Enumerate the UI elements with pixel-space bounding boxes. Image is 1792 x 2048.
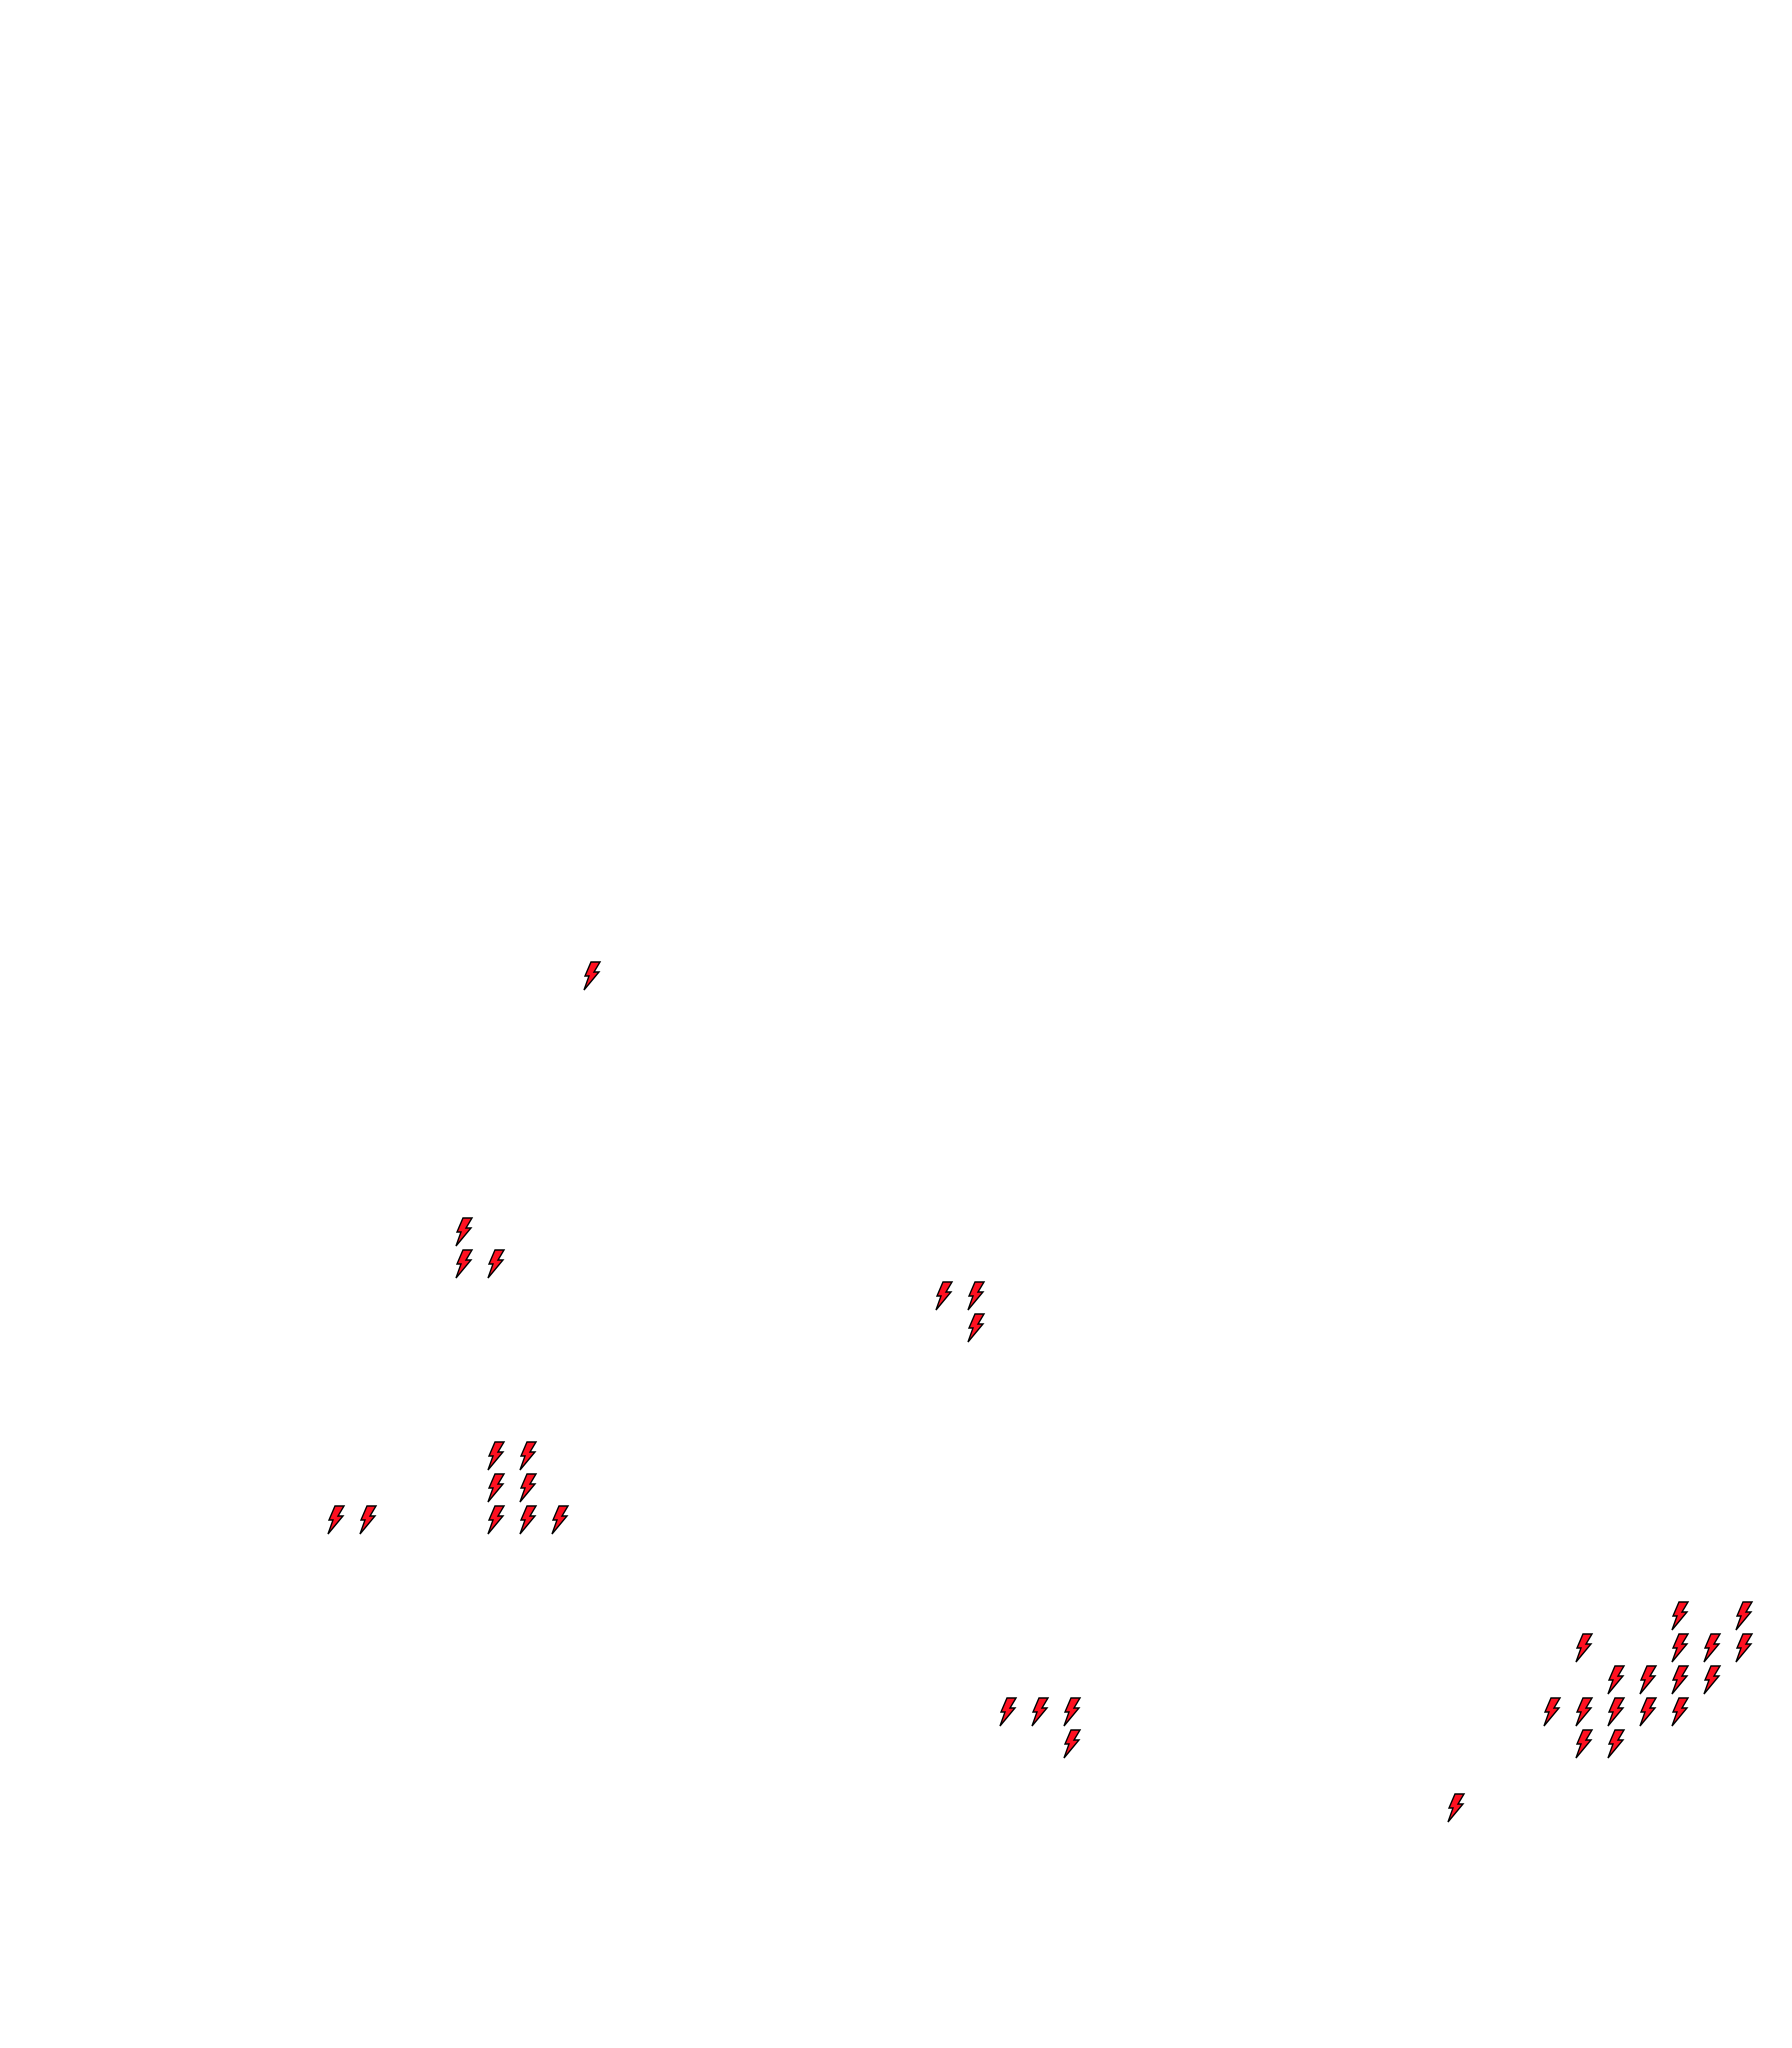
lightning-bolt-icon <box>486 1505 506 1535</box>
lightning-bolt-icon <box>1702 1633 1722 1663</box>
lightning-bolt-icon <box>1638 1697 1658 1727</box>
lightning-bolt-icon <box>1670 1601 1690 1631</box>
lightning-bolt-icon <box>326 1505 346 1535</box>
lightning-bolt-icon <box>454 1249 474 1279</box>
lightning-bolt-icon <box>1670 1665 1690 1695</box>
lightning-bolt-icon <box>1574 1697 1594 1727</box>
lightning-bolt-icon <box>1574 1633 1594 1663</box>
lightning-bolt-icon <box>998 1697 1018 1727</box>
lightning-bolt-icon <box>934 1281 954 1311</box>
lightning-bolt-icon <box>1606 1697 1626 1727</box>
lightning-bolt-icon <box>518 1473 538 1503</box>
lightning-bolt-icon <box>1542 1697 1562 1727</box>
lightning-bolt-icon <box>966 1313 986 1343</box>
lightning-bolt-icon <box>518 1505 538 1535</box>
lightning-bolt-icon <box>518 1441 538 1471</box>
lightning-bolt-icon <box>1030 1697 1050 1727</box>
lightning-bolt-icon <box>358 1505 378 1535</box>
lightning-bolt-icon <box>1734 1633 1754 1663</box>
lightning-bolt-icon <box>1702 1665 1722 1695</box>
lightning-bolt-icon <box>1606 1665 1626 1695</box>
lightning-bolt-icon <box>966 1281 986 1311</box>
lightning-bolt-icon <box>1062 1729 1082 1759</box>
lightning-bolt-icon <box>1638 1665 1658 1695</box>
lightning-bolt-icon <box>1670 1697 1690 1727</box>
lightning-bolt-icon <box>1606 1729 1626 1759</box>
lightning-bolt-icon <box>486 1441 506 1471</box>
lightning-bolt-icon <box>1446 1793 1466 1823</box>
lightning-bolt-icon <box>1574 1729 1594 1759</box>
lightning-bolt-icon <box>486 1473 506 1503</box>
lightning-bolt-icon <box>454 1217 474 1247</box>
lightning-bolt-icon <box>1670 1633 1690 1663</box>
lightning-bolt-icon <box>582 961 602 991</box>
lightning-bolt-icon <box>1734 1601 1754 1631</box>
lightning-bolt-icon <box>550 1505 570 1535</box>
lightning-bolt-icon <box>1062 1697 1082 1727</box>
lightning-bolt-icon <box>486 1249 506 1279</box>
